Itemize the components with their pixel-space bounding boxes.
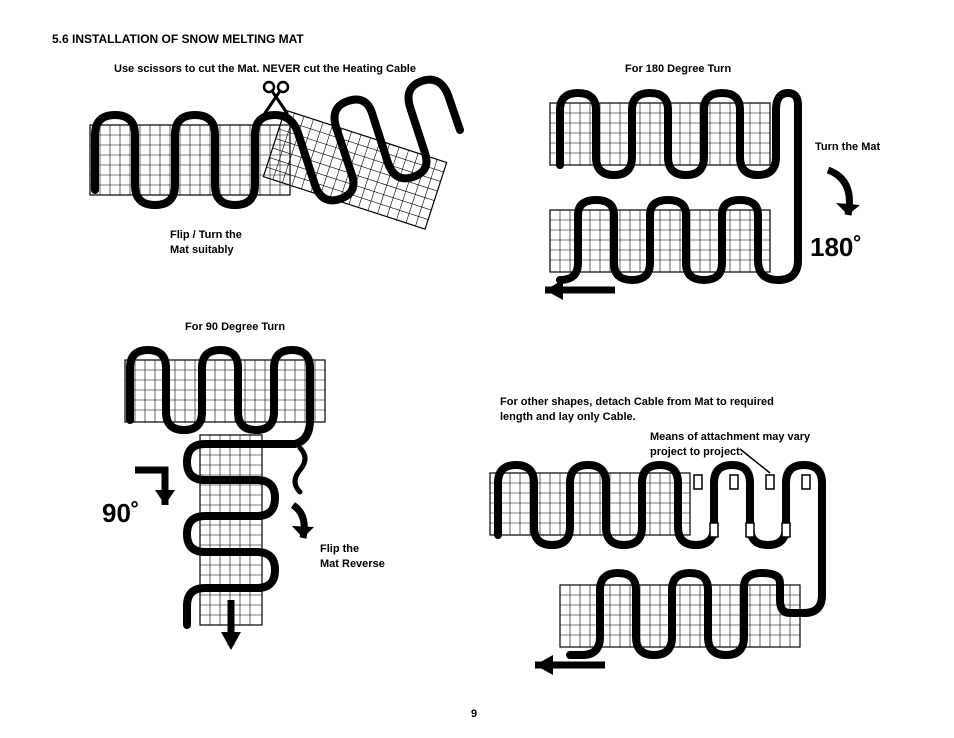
section-heading: 5.6 INSTALLATION OF SNOW MELTING MAT — [52, 32, 304, 46]
page-number: 9 — [471, 708, 477, 720]
fig4-diagram — [480, 455, 910, 675]
fig1-caption-bottom-2: Mat suitably — [170, 243, 234, 258]
fig3-caption-right-1: Flip the — [320, 542, 359, 557]
fig4-caption-top-1: For other shapes, detach Cable from Mat … — [500, 395, 774, 410]
fig2-diagram — [530, 85, 900, 295]
fig3-caption-right-2: Mat Reverse — [320, 557, 385, 572]
fig2-angle-label: 180˚ — [810, 232, 862, 263]
fig1-caption-top: Use scissors to cut the Mat. NEVER cut t… — [114, 62, 416, 77]
fig2-caption-top: For 180 Degree Turn — [625, 62, 731, 77]
fig4-caption-right-1: Means of attachment may vary — [650, 430, 810, 445]
fig1-mesh-left — [90, 125, 290, 195]
fig3-diagram — [105, 340, 435, 660]
fig3-caption-top: For 90 Degree Turn — [185, 320, 285, 335]
fig1-caption-bottom-1: Flip / Turn the — [170, 228, 242, 243]
fig4-caption-top-2: length and lay only Cable. — [500, 410, 636, 425]
fig1-diagram — [80, 85, 480, 255]
fig2-caption-right: Turn the Mat — [815, 140, 880, 155]
fig3-angle-label: 90˚ — [102, 498, 140, 529]
scissors-icon — [264, 82, 288, 113]
